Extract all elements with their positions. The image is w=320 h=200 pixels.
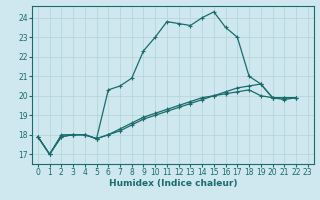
X-axis label: Humidex (Indice chaleur): Humidex (Indice chaleur) <box>108 179 237 188</box>
